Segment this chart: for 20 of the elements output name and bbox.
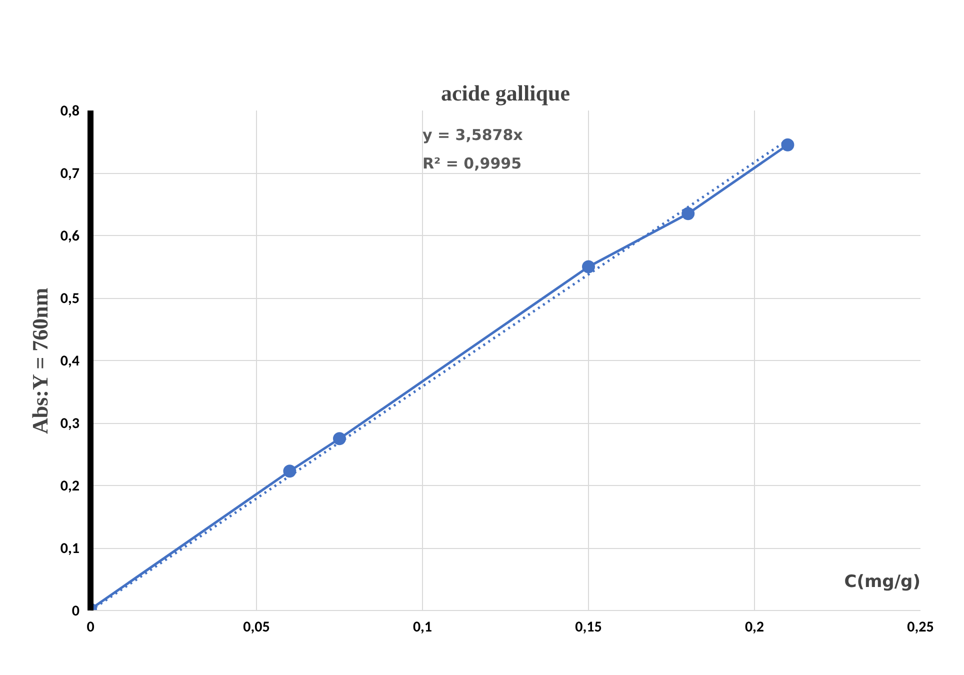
x-tick-label: 0,15 — [575, 618, 602, 636]
y-tick-label: 0,8 — [60, 102, 80, 120]
y-tick-label: 0,5 — [60, 290, 80, 308]
x-tick-label: 0,1 — [412, 618, 432, 636]
x-axis-title: C(mg/g) — [844, 572, 921, 592]
annotation: y = 3,5878x — [422, 126, 524, 144]
y-tick-label: 0,4 — [60, 352, 80, 370]
y-tick-label: 0,1 — [60, 540, 80, 558]
y-tick-label: 0,2 — [60, 478, 80, 496]
y-tick-label: 0,7 — [60, 165, 80, 183]
x-tick-label: 0,25 — [907, 618, 934, 636]
chart-title: acide gallique — [441, 80, 570, 106]
x-tick-label: 0,05 — [243, 618, 270, 636]
x-tick-label: 0 — [86, 618, 95, 636]
annotation: R² = 0,9995 — [422, 154, 522, 172]
y-tick-label: 0 — [72, 602, 80, 620]
y-tick-label: 0,6 — [60, 228, 80, 246]
y-axis-title: Abs:Y = 760nm — [27, 288, 52, 434]
y-tick-label: 0,3 — [60, 415, 80, 433]
x-tick-label: 0,2 — [744, 618, 764, 636]
